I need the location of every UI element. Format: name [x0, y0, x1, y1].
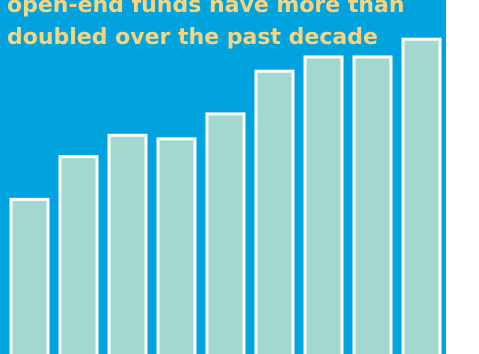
bar-3	[107, 133, 148, 354]
bar-6	[254, 69, 295, 354]
bar-2	[58, 155, 99, 354]
bar-8	[352, 55, 393, 354]
bar-chart	[0, 0, 446, 354]
chart-title-line-1: open-end funds have more than	[7, 0, 405, 18]
chart-title-line-2: doubled over the past decade	[7, 25, 378, 50]
chart-figure: open-end funds have more than doubled ov…	[0, 0, 446, 354]
bars-group	[9, 37, 442, 354]
right-margin-panel	[446, 0, 479, 354]
bar-4	[156, 137, 197, 354]
bar-1	[9, 197, 50, 354]
bar-7	[303, 55, 344, 354]
bar-5	[205, 112, 246, 354]
chart-title: open-end funds have more than doubled ov…	[7, 0, 446, 54]
bar-9	[401, 37, 442, 354]
